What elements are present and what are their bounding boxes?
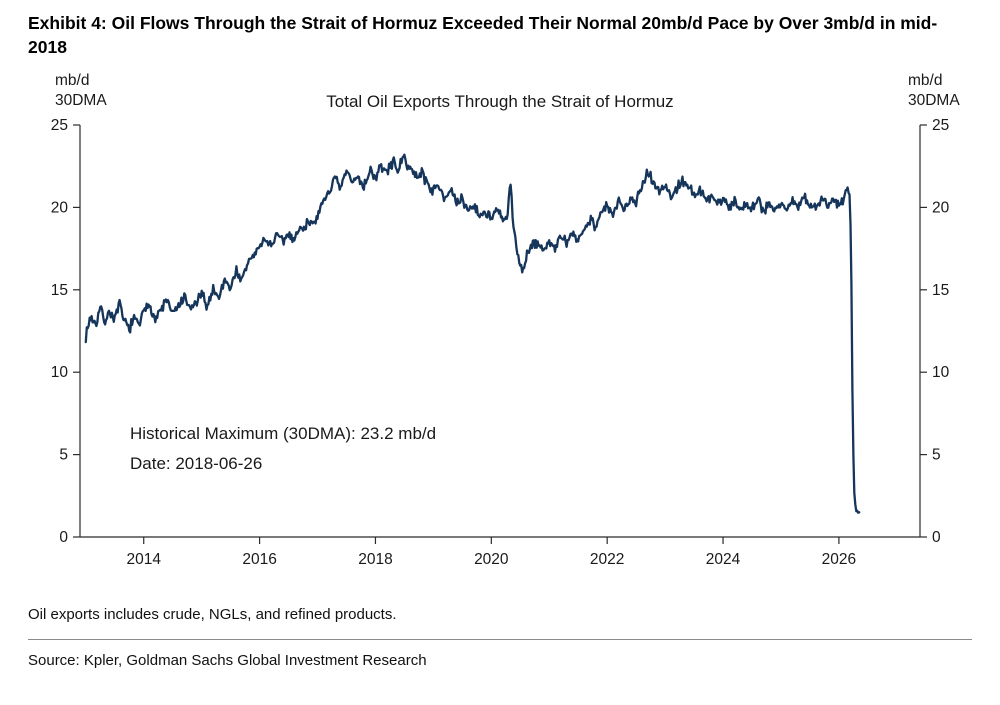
right-axis-tick-label: 10 — [932, 364, 950, 381]
x-axis-tick-label: 2016 — [242, 551, 276, 568]
x-axis-tick-label: 2024 — [706, 551, 741, 568]
left-axis-tick-label: 0 — [59, 529, 68, 546]
left-axis-tick-label: 5 — [59, 447, 68, 464]
historical-maximum-annotation: Historical Maximum (30DMA): 23.2 mb/d — [130, 424, 436, 443]
chart-area: Total Oil Exports Through the Strait of … — [0, 65, 1000, 580]
right-axis-tick-label: 5 — [932, 447, 941, 464]
chart-title: Total Oil Exports Through the Strait of … — [326, 92, 673, 111]
left-axis-tick-label: 25 — [51, 117, 68, 134]
x-axis-tick-label: 2020 — [474, 551, 509, 568]
right-axis-tick-label: 25 — [932, 117, 949, 134]
x-axis-tick-label: 2022 — [590, 551, 624, 568]
left-axis-unit-label: 30DMA — [55, 92, 107, 109]
chart-footnote: Oil exports includes crude, NGLs, and re… — [28, 606, 397, 624]
right-axis-unit-label: 30DMA — [908, 92, 960, 109]
historical-maximum-annotation: Date: 2018-06-26 — [130, 454, 262, 473]
left-axis-tick-label: 10 — [51, 364, 69, 381]
oil-exports-line-chart: Total Oil Exports Through the Strait of … — [51, 72, 961, 568]
x-axis-tick-label: 2026 — [822, 551, 856, 568]
footer-divider — [28, 639, 972, 641]
source-attribution: Source: Kpler, Goldman Sachs Global Inve… — [28, 652, 427, 670]
right-axis-tick-label: 20 — [932, 200, 950, 217]
left-axis-unit-label: mb/d — [55, 72, 89, 89]
x-axis-tick-label: 2014 — [126, 551, 161, 568]
exhibit-title: Exhibit 4: Oil Flows Through the Strait … — [28, 13, 938, 57]
right-axis-tick-label: 0 — [932, 529, 941, 546]
oil-exports-series-line — [84, 153, 861, 515]
x-axis-tick-label: 2018 — [358, 551, 392, 568]
right-axis-tick-label: 15 — [932, 282, 949, 299]
left-axis-tick-label: 15 — [51, 282, 68, 299]
right-axis-unit-label: mb/d — [908, 72, 942, 89]
left-axis-tick-label: 20 — [51, 200, 69, 217]
